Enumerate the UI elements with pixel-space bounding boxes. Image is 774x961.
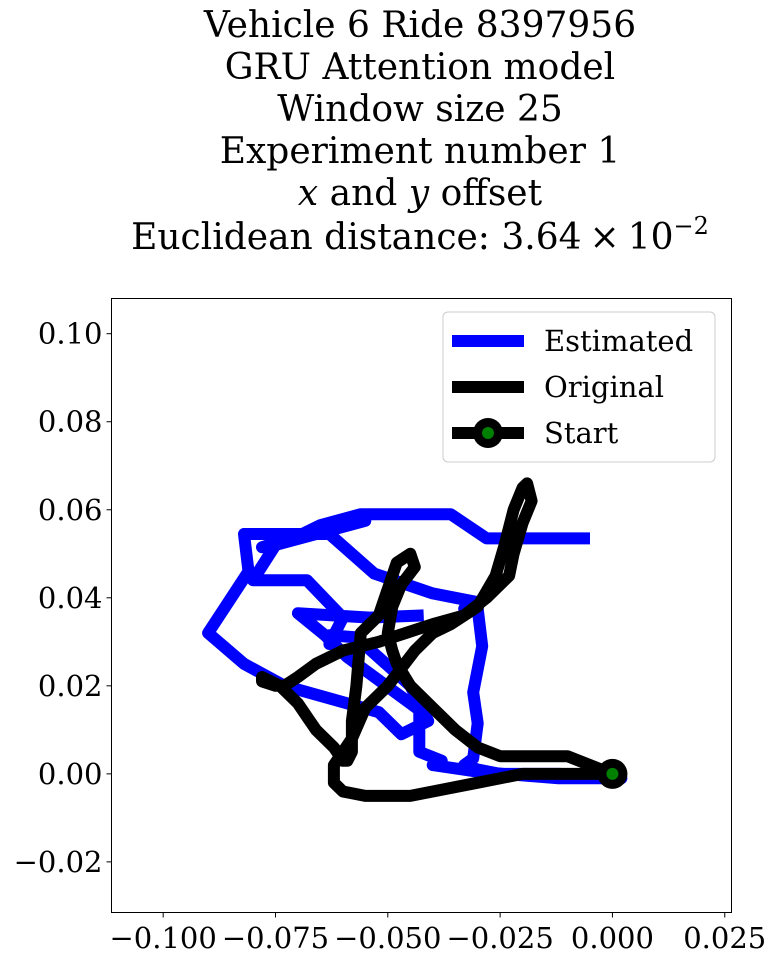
title-line-1: Vehicle 6 Ride 8397956 (203, 5, 636, 46)
y-tick-label: 0.06 (38, 493, 103, 527)
title-power-base: 10 (628, 217, 674, 258)
series-layer (202, 477, 628, 802)
title-times-sign: × (590, 217, 620, 258)
x-tick-label: 0.000 (571, 921, 654, 955)
start-marker-inner (606, 767, 619, 780)
chart-title: Vehicle 6 Ride 8397956 GRU Attention mod… (131, 5, 709, 258)
title-line-4: Experiment number 1 (220, 131, 621, 172)
legend-original-label: Original (544, 370, 664, 404)
plot-area (111, 298, 732, 913)
title-y-symbol: y (407, 173, 430, 214)
x-tick-label: −0.025 (446, 921, 553, 955)
title-line-5: x and y offset (298, 173, 543, 214)
title-line-6: Euclidean distance: 3.64 × 10−2 (131, 212, 709, 258)
series-line-estimated (202, 508, 628, 785)
x-tick-label: −0.050 (334, 921, 441, 955)
y-tick-label: 0.00 (38, 757, 103, 791)
y-tick-label: 0.02 (38, 669, 103, 703)
title-distance-value: Euclidean distance: 3.64 (131, 217, 581, 258)
title-offset-text: offset (429, 173, 542, 214)
legend-box (442, 311, 716, 463)
title-x-symbol: x (298, 173, 318, 214)
legend: Estimated Original Start (442, 311, 716, 463)
legend-estimated-label: Estimated (544, 324, 693, 358)
x-tick-label: 0.025 (683, 921, 766, 955)
x-axis: −0.100 −0.075 −0.050 −0.025 0.000 0.025 (110, 912, 766, 955)
title-line-2: GRU Attention model (225, 47, 615, 88)
legend-start-marker-inner (482, 427, 494, 439)
y-tick-label: 0.04 (38, 581, 103, 615)
legend-start-label: Start (544, 416, 619, 450)
axes-frame (111, 298, 732, 913)
series-line-original (256, 477, 615, 802)
title-and-text: and (318, 173, 409, 214)
y-tick-label: −0.02 (14, 845, 103, 879)
title-power-exponent: −2 (674, 212, 709, 240)
title-line-3: Window size 25 (277, 89, 563, 130)
y-axis: 0.10 0.08 0.06 0.04 0.02 0.00 −0.02 (14, 317, 112, 879)
y-tick-label: 0.08 (38, 405, 103, 439)
x-tick-label: −0.075 (222, 921, 329, 955)
y-tick-label: 0.10 (38, 317, 103, 351)
x-tick-label: −0.100 (110, 921, 217, 955)
